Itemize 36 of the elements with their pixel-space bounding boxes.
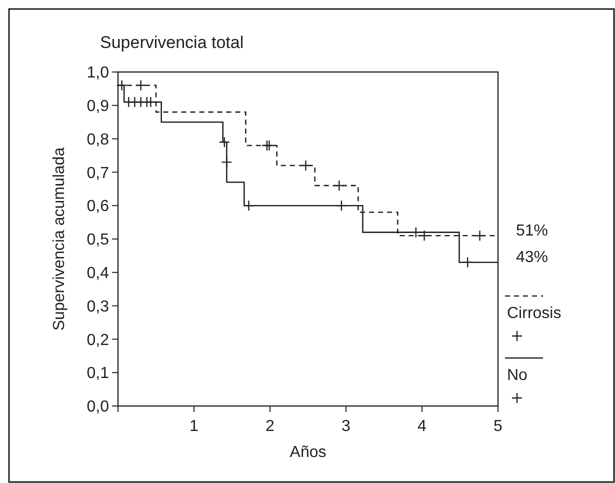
y-tick-label: 0,7	[86, 164, 110, 182]
chart-title: Supervivencia total	[100, 33, 244, 52]
point	[462, 256, 474, 268]
x-tick-label: 5	[494, 418, 503, 435]
y-tick-label: 0,9	[86, 98, 110, 115]
x-tick-label: 4	[418, 418, 427, 435]
point	[135, 80, 146, 91]
point	[336, 200, 348, 212]
point	[334, 180, 345, 192]
x-axis-title: Años	[290, 444, 326, 461]
y-tick-label: 0,4	[86, 265, 110, 282]
point	[145, 96, 156, 108]
point	[474, 230, 486, 242]
annotation: 43%	[516, 248, 548, 266]
annotation: 51%	[516, 222, 548, 240]
y-tick-label: 0,1	[86, 365, 110, 382]
point	[410, 226, 422, 238]
legend-label: No	[507, 367, 528, 384]
point	[264, 140, 275, 152]
legend-label: Cirrosis	[507, 305, 562, 322]
x-tick-label: 2	[266, 418, 275, 435]
y-tick-label: 0,0	[86, 398, 110, 416]
y-tick-label: 0,5	[86, 232, 110, 249]
y-tick-label: 0,2	[86, 332, 110, 349]
y-tick-label: 0,3	[86, 298, 110, 316]
y-tick-label: 1,0	[86, 64, 110, 82]
y-tick-label: 0,8	[86, 131, 110, 148]
y-axis-title: Supervivencia acumulada	[51, 147, 68, 331]
x-tick-label: 1	[190, 418, 199, 435]
point	[218, 136, 230, 148]
y-tick-label: 0,6	[86, 198, 110, 216]
point	[243, 200, 254, 212]
point	[300, 160, 312, 172]
x-tick-label: 3	[342, 418, 351, 435]
point	[418, 230, 430, 242]
point	[221, 156, 232, 168]
